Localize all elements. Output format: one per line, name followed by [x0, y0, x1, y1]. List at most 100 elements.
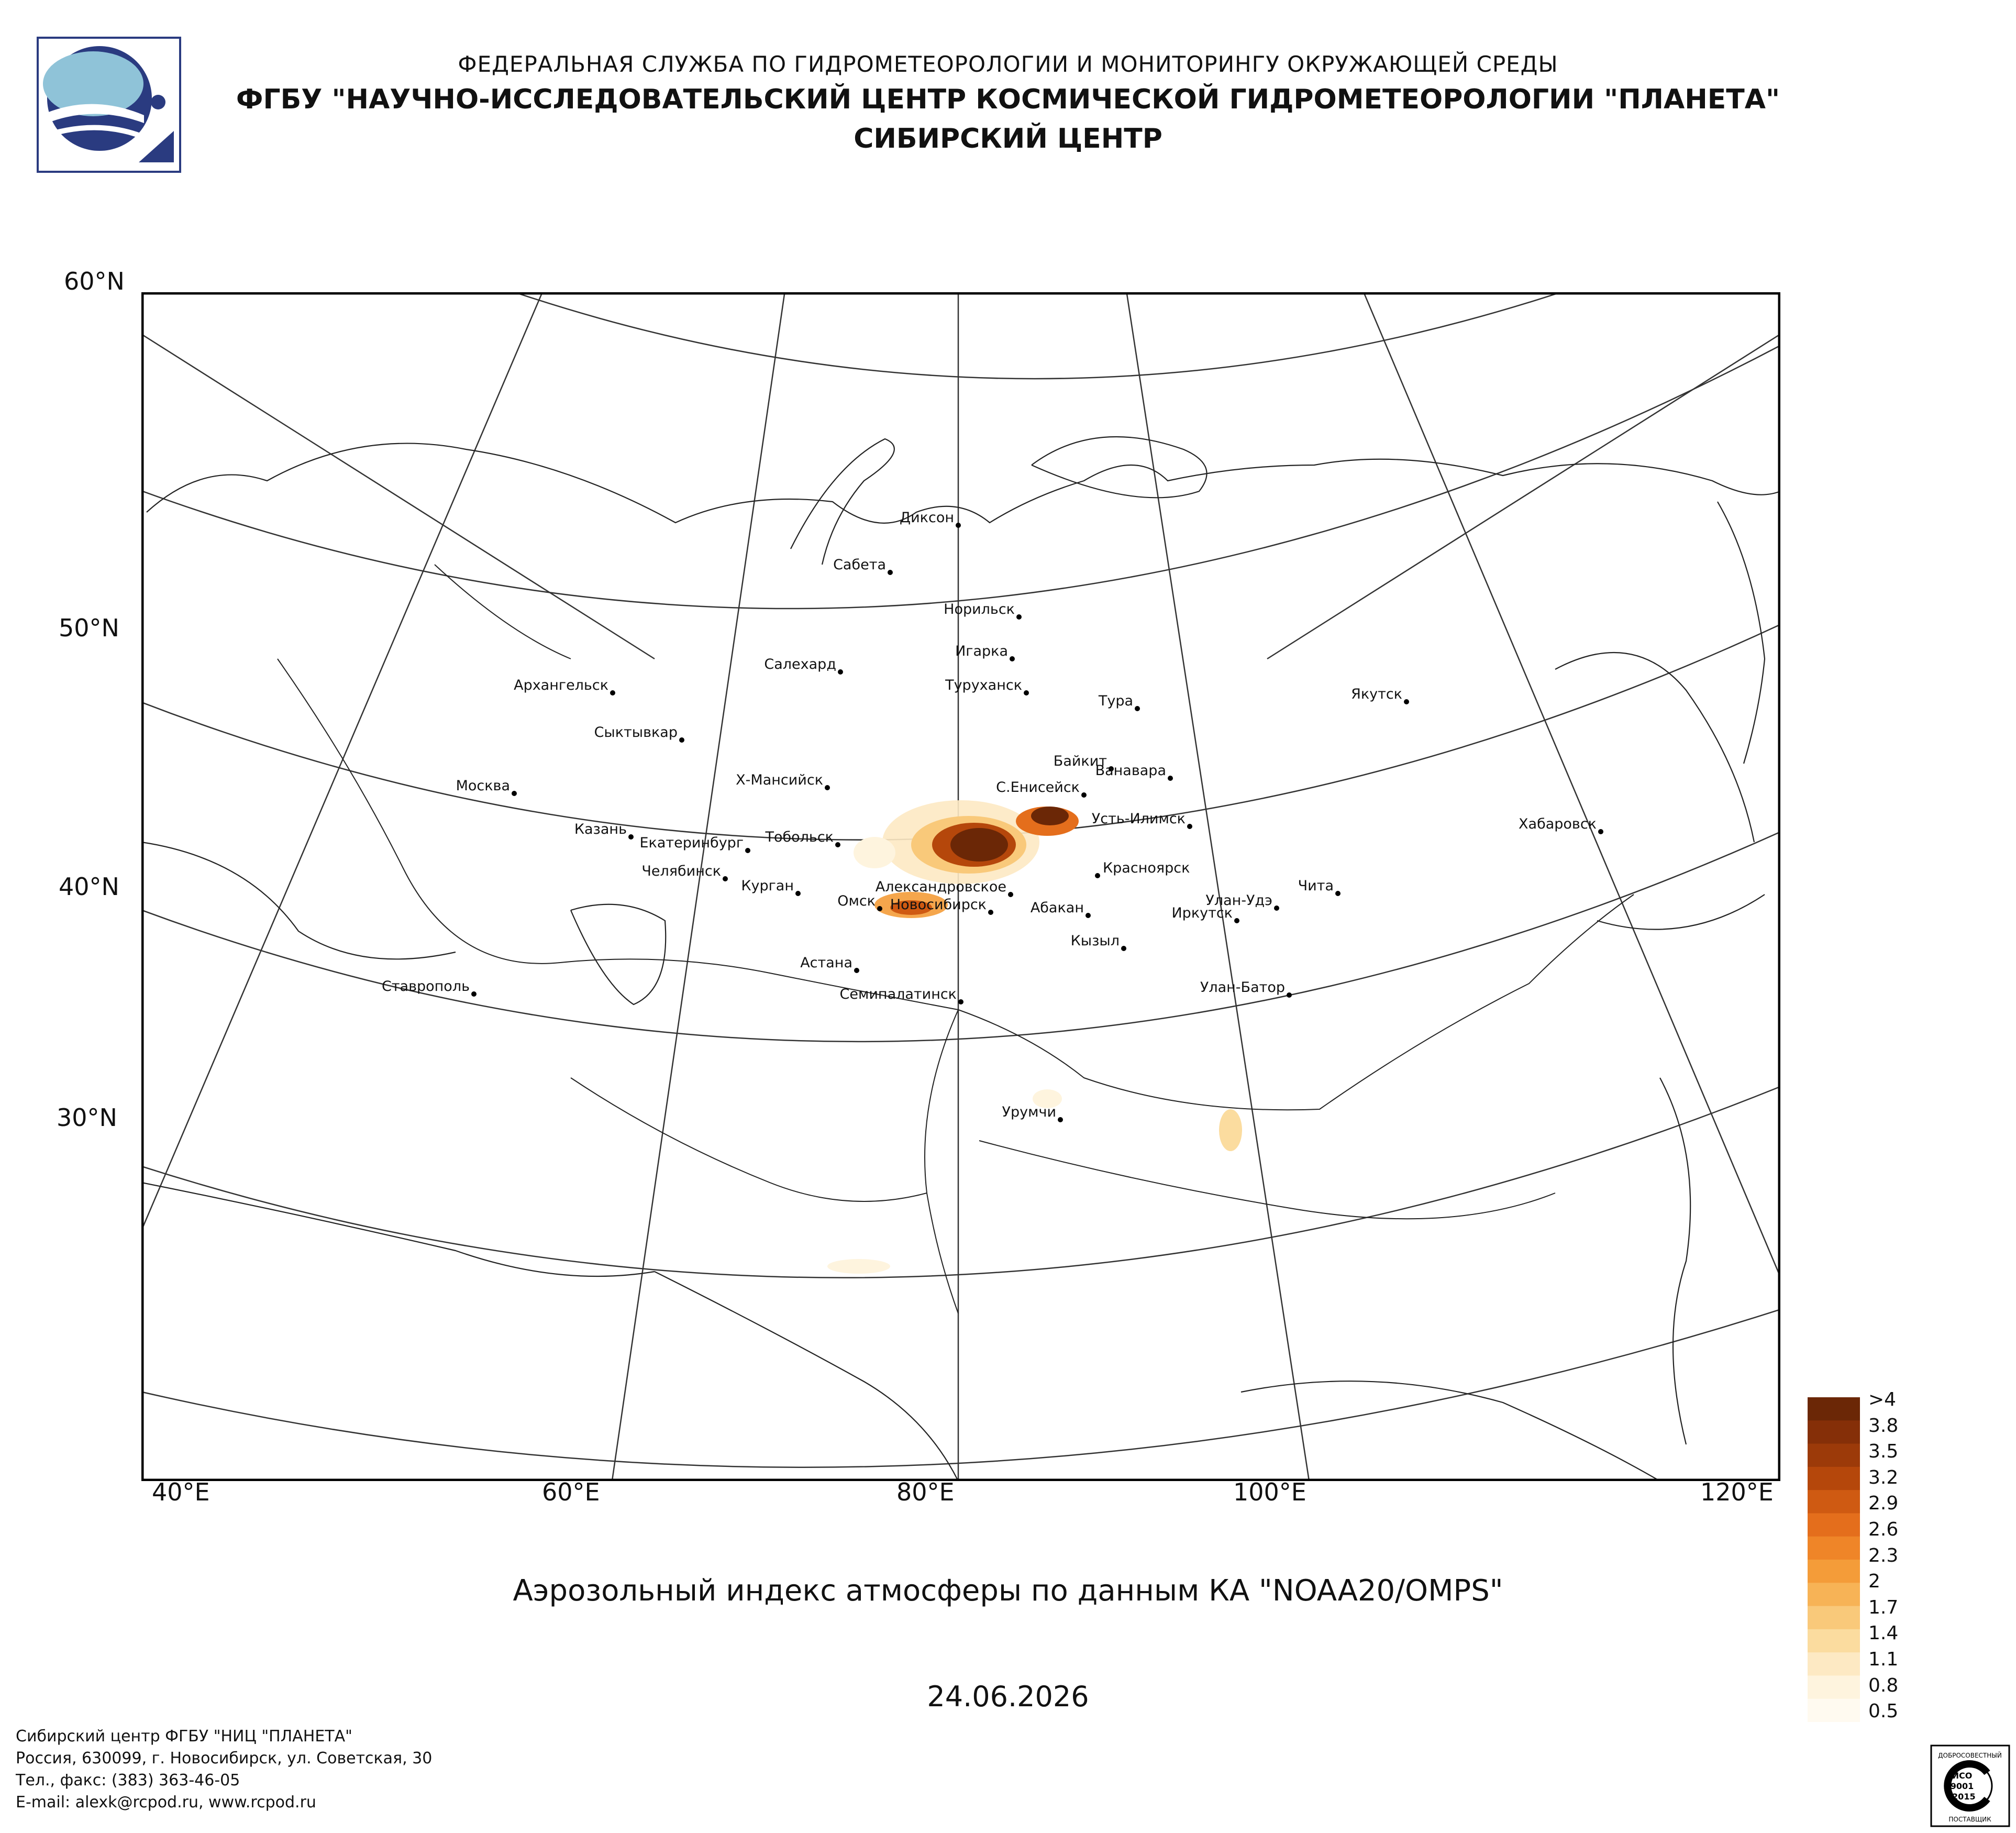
legend-swatch: [1808, 1629, 1860, 1653]
legend-swatch: [1808, 1583, 1860, 1607]
lon-label: 80°E: [896, 1478, 955, 1506]
legend-label: 3.5: [1868, 1441, 1899, 1463]
legend-label: 2.9: [1868, 1493, 1899, 1515]
legend-swatch: [1808, 1397, 1860, 1421]
lon-label: 60°E: [542, 1478, 600, 1506]
city-label: Омск: [837, 893, 876, 909]
lat-label: 40°N: [59, 873, 119, 901]
city-label: С.Енисейск: [996, 779, 1080, 796]
legend-swatch: [1808, 1652, 1860, 1676]
legend-label: 1.1: [1868, 1649, 1899, 1670]
institute-title: ФГБУ "НАУЧНО-ИССЛЕДОВАТЕЛЬСКИЙ ЦЕНТР КОС…: [236, 84, 1780, 115]
city-dot: [1598, 829, 1603, 834]
city-dot: [628, 834, 634, 840]
city-dot: [1010, 656, 1015, 661]
city-label: Семипалатинск: [840, 986, 957, 1002]
city-label: Иркутск: [1171, 905, 1233, 921]
city-dot: [835, 842, 840, 847]
city-label: Диксон: [900, 510, 954, 526]
legend-label: >4: [1868, 1389, 1897, 1410]
city-label: Челябинск: [641, 863, 721, 879]
cert-year: -2015: [1948, 1792, 1975, 1802]
city-label: Сабета: [833, 557, 886, 573]
city-dot: [1121, 946, 1126, 951]
legend-label: 2.3: [1868, 1544, 1899, 1566]
agency-title: ФЕДЕРАЛЬНАЯ СЛУЖБА ПО ГИДРОМЕТЕОРОЛОГИИ …: [458, 51, 1558, 77]
city-label: Екатеринбург: [639, 835, 744, 851]
city-label: Кызыл: [1071, 933, 1120, 949]
legend-label: 3.8: [1868, 1415, 1899, 1437]
city-dot: [1016, 614, 1022, 620]
map-frame: [141, 292, 1780, 1481]
legend-swatch: [1808, 1560, 1860, 1583]
city-label: Тура: [1098, 693, 1133, 709]
city-label: Салехард: [764, 656, 836, 672]
city-label: Тобольск: [765, 829, 834, 845]
product-date: 24.06.2026: [927, 1680, 1089, 1713]
product-title: Аэрозольный индекс атмосферы по данным К…: [513, 1574, 1503, 1608]
iso-certificate-icon: ДОБРОСОВЕСТНЫЙ ИСО 9001 -2015 ПОСТАВЩИК: [1930, 1744, 2010, 1827]
aerosol-plume: [827, 800, 1242, 1274]
planeta-logo-icon: [37, 37, 181, 173]
legend-swatch: [1808, 1536, 1860, 1560]
cert-iso: ИСО: [1952, 1771, 1973, 1781]
city-label: Байкит: [1054, 753, 1107, 769]
city-dot: [1335, 891, 1341, 896]
legend-label: 2.6: [1868, 1519, 1899, 1540]
city-label: Усть-Илимск: [1092, 811, 1186, 827]
city-markers: Диксон Сабета Норильск Игарка Салехард Туруха…: [382, 510, 1603, 1122]
legend-swatch: [1808, 1466, 1860, 1490]
lon-label: 100°E: [1233, 1478, 1306, 1506]
city-dot: [1085, 913, 1091, 918]
city-dot: [838, 669, 843, 675]
city-dot: [888, 570, 893, 575]
city-dot: [1287, 992, 1292, 998]
city-label: Казань: [574, 821, 627, 837]
city-label: Курган: [741, 878, 794, 894]
city-dot: [745, 848, 750, 853]
city-dot: [1109, 766, 1114, 771]
city-label: Архангельск: [514, 677, 608, 693]
city-label: Чита: [1298, 878, 1334, 894]
city-label: Норильск: [944, 601, 1015, 617]
color-scale-legend: [1808, 1397, 1860, 1722]
city-dot: [1081, 792, 1087, 798]
latitude-lines: [141, 292, 1780, 1468]
city-dot: [679, 737, 684, 743]
city-dot: [1008, 892, 1013, 897]
lat-label: 60°N: [64, 267, 125, 295]
lat-label: 30°N: [57, 1103, 117, 1132]
city-label: Якутск: [1351, 686, 1402, 702]
footer-org: Сибирский центр ФГБУ "НИЦ "ПЛАНЕТА": [16, 1727, 352, 1746]
city-dot: [1168, 776, 1173, 781]
city-dot: [471, 991, 477, 997]
lon-label: 40°E: [152, 1478, 210, 1506]
city-label: Москва: [456, 778, 510, 794]
footer-address: Россия, 630099, г. Новосибирск, ул. Сове…: [16, 1749, 433, 1768]
legend-swatch: [1808, 1420, 1860, 1444]
city-dot: [1404, 699, 1409, 704]
city-label: Урумчи: [1002, 1104, 1056, 1120]
city-label: Новосибирск: [890, 897, 987, 913]
city-dot: [1234, 918, 1239, 923]
city-label: Астана: [800, 955, 852, 971]
country-borders: [277, 564, 1634, 1314]
city-label: Х-Мансийск: [736, 772, 823, 788]
city-label: Александровское: [876, 879, 1006, 895]
city-label: Хабаровск: [1519, 816, 1597, 832]
city-dot: [610, 690, 615, 695]
legend-label: 2: [1868, 1571, 1880, 1593]
city-label: Улан-Батор: [1200, 979, 1285, 996]
city-dot: [1095, 873, 1100, 878]
city-dot: [512, 791, 517, 796]
city-dot: [988, 910, 993, 915]
legend-swatch: [1808, 1490, 1860, 1514]
city-label: Красноярск: [1103, 860, 1190, 876]
city-label: Туруханск: [945, 677, 1022, 693]
city-dot: [723, 876, 728, 881]
footer-email: E-mail: alexk@rcpod.ru, www.rcpod.ru: [16, 1793, 316, 1812]
legend-swatch: [1808, 1606, 1860, 1630]
legend-swatch: [1808, 1443, 1860, 1467]
legend-swatch: [1808, 1675, 1860, 1699]
city-label: Улан-Удэ: [1205, 892, 1272, 909]
